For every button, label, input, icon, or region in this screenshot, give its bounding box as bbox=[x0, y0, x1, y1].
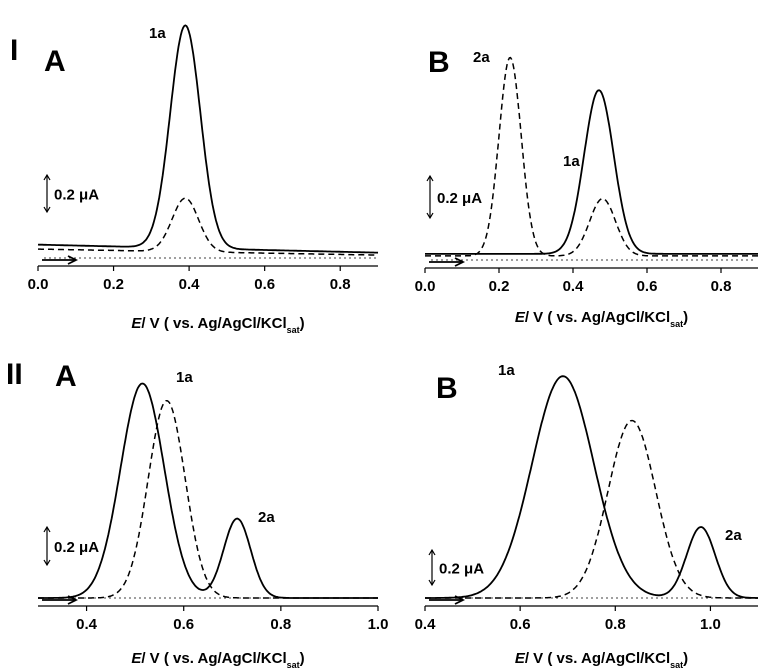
scale-bar-arrowhead-bottom bbox=[428, 579, 436, 587]
scan-direction-arrowhead bbox=[67, 255, 79, 265]
x-tick-label: 0.8 bbox=[270, 616, 291, 633]
scan-direction-arrowhead bbox=[454, 257, 466, 267]
x-tick-label: 0.2 bbox=[489, 278, 510, 295]
scale-bar-arrowhead-top bbox=[43, 173, 51, 181]
x-axis-label-close: ) bbox=[683, 309, 688, 326]
x-tick-label: 0.8 bbox=[330, 276, 351, 293]
chart-panel-4: B 0.4 0.6 0.8 1.0 E/ V ( vs. Ag/AgCl/KClsat) 0… bbox=[415, 362, 758, 670]
x-axis-label-unit: / V bbox=[141, 650, 164, 667]
voltammogram-curve-solid bbox=[425, 89, 758, 255]
voltammogram-curve-solid bbox=[425, 375, 758, 599]
x-tick-label: 0.0 bbox=[28, 276, 49, 293]
x-axis-label-symbol: E bbox=[131, 315, 142, 332]
x-axis-label-unit: / V bbox=[141, 315, 164, 332]
x-axis-label: E/ V ( vs. Ag/AgCl/KClsat) bbox=[131, 315, 304, 335]
x-axis-label-symbol: E bbox=[131, 650, 142, 667]
voltammogram-curve-dashed bbox=[38, 399, 378, 599]
x-axis-label-close: ) bbox=[300, 315, 305, 332]
voltammogram-curve-solid bbox=[38, 382, 378, 599]
scale-bar-arrowhead-top bbox=[426, 174, 434, 182]
scale-bar-label: 0.2 μA bbox=[54, 187, 99, 204]
x-axis-label-unit: / V bbox=[525, 650, 548, 667]
x-tick-label: 0.0 bbox=[415, 278, 436, 295]
x-tick-label: 0.6 bbox=[637, 278, 658, 295]
peak-annotation: 2a bbox=[725, 527, 742, 544]
scale-bar-arrowhead-top bbox=[43, 525, 51, 533]
x-axis-label-subscript: sat bbox=[670, 660, 683, 670]
x-axis-label-symbol: E bbox=[515, 309, 526, 326]
chart-panel-3: II A 0.4 0.6 0.8 1.0 E/ V ( vs. Ag/AgCl/KClsat… bbox=[6, 358, 388, 670]
x-tick-label: 1.0 bbox=[368, 616, 389, 633]
scale-bar-label: 0.2 μA bbox=[439, 561, 484, 578]
peak-annotation: 2a bbox=[473, 49, 490, 66]
x-axis-label-reference: ( vs. Ag/AgCl/KCl bbox=[164, 650, 287, 667]
x-axis-label-reference: ( vs. Ag/AgCl/KCl bbox=[164, 315, 287, 332]
voltammogram-curve-dashed bbox=[425, 419, 758, 599]
x-tick-label: 0.8 bbox=[605, 616, 626, 633]
scale-bar-arrowhead-bottom bbox=[43, 206, 51, 214]
x-tick-label: 0.8 bbox=[711, 278, 732, 295]
peak-annotation: 1a bbox=[149, 25, 166, 42]
x-axis-label-subscript: sat bbox=[287, 660, 300, 670]
x-axis-label-subscript: sat bbox=[670, 319, 683, 329]
voltammogram-curve-dashed bbox=[38, 197, 378, 256]
x-axis-label-close: ) bbox=[683, 650, 688, 667]
x-tick-label: 0.2 bbox=[103, 276, 124, 293]
x-axis-label-subscript: sat bbox=[287, 325, 300, 335]
peak-annotation: 1a bbox=[176, 369, 193, 386]
x-axis-label-unit: / V bbox=[525, 309, 548, 326]
x-tick-label: 0.4 bbox=[179, 276, 201, 293]
x-axis-label-close: ) bbox=[300, 650, 305, 667]
x-tick-label: 0.4 bbox=[415, 616, 437, 633]
voltammogram-curve-solid bbox=[37, 24, 379, 254]
x-axis-label-reference: ( vs. Ag/AgCl/KCl bbox=[547, 650, 670, 667]
row-label: II bbox=[6, 358, 23, 391]
scale-bar-label: 0.2 μA bbox=[54, 539, 99, 556]
chart-panel-1: I A 0.0 0.2 0.4 0.6 0.8 E/ V ( vs. Ag/AgCl/KCls… bbox=[10, 24, 379, 335]
peak-annotation: 1a bbox=[563, 153, 580, 170]
chart-panel-2: B 0.0 0.2 0.4 0.6 0.8 E/ V ( vs. Ag/AgCl/KClsa… bbox=[415, 46, 758, 329]
x-tick-label: 0.6 bbox=[510, 616, 531, 633]
peak-annotation: 2a bbox=[258, 509, 275, 526]
scale-bar-arrowhead-bottom bbox=[43, 559, 51, 567]
panel-label: B bbox=[428, 46, 450, 79]
x-axis-label: E/ V ( vs. Ag/AgCl/KClsat) bbox=[131, 650, 304, 670]
x-axis-label: E/ V ( vs. Ag/AgCl/KClsat) bbox=[515, 650, 688, 670]
peak-annotation: 1a bbox=[498, 362, 515, 379]
x-axis-label-symbol: E bbox=[515, 650, 526, 667]
x-axis-label-reference: ( vs. Ag/AgCl/KCl bbox=[547, 309, 670, 326]
panel-label: A bbox=[55, 360, 77, 393]
row-label: I bbox=[10, 34, 18, 67]
scale-bar-label: 0.2 μA bbox=[437, 190, 482, 207]
x-tick-label: 0.4 bbox=[563, 278, 585, 295]
scale-bar-arrowhead-bottom bbox=[426, 212, 434, 220]
x-tick-label: 0.6 bbox=[173, 616, 194, 633]
x-tick-label: 1.0 bbox=[700, 616, 721, 633]
voltammogram-curve-dashed bbox=[425, 56, 758, 257]
x-axis-label: E/ V ( vs. Ag/AgCl/KClsat) bbox=[515, 309, 688, 329]
x-tick-label: 0.6 bbox=[254, 276, 275, 293]
scale-bar-arrowhead-top bbox=[428, 548, 436, 556]
panel-label: B bbox=[436, 372, 458, 405]
panel-label: A bbox=[44, 45, 66, 78]
x-tick-label: 0.4 bbox=[76, 616, 98, 633]
